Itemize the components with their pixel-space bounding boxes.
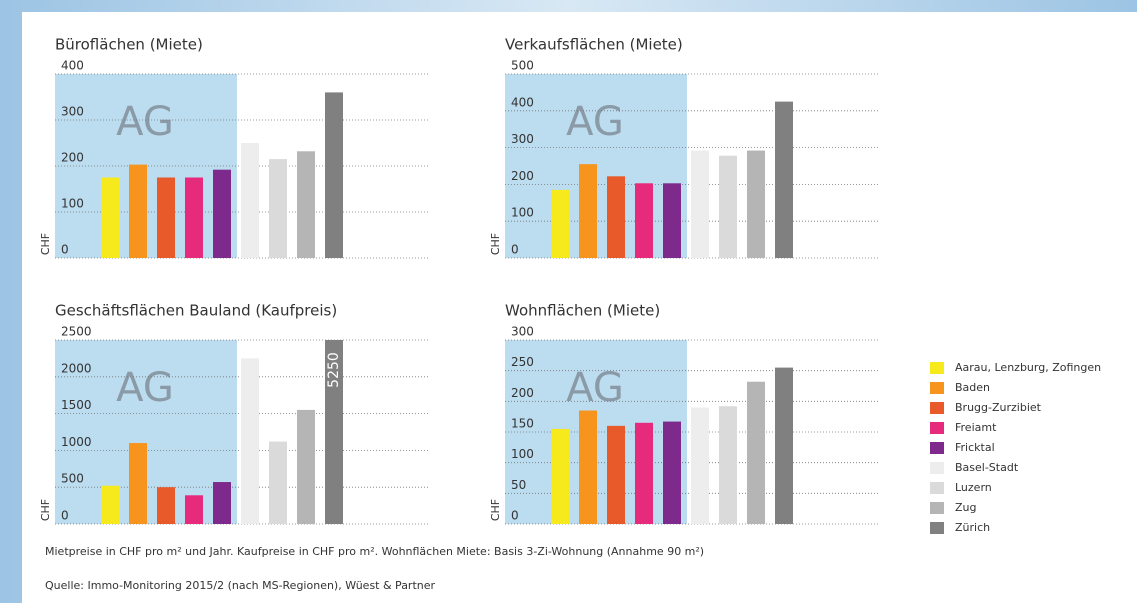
region-label: AG: [116, 365, 174, 411]
y-tick-label: 2500: [61, 325, 92, 339]
y-tick-label: 400: [61, 59, 84, 73]
bar: [719, 406, 737, 524]
bar: [241, 358, 259, 524]
legend-label: Baden: [955, 381, 990, 394]
bar: [579, 164, 597, 258]
bar: [129, 443, 147, 524]
bar: [213, 169, 231, 258]
y-tick-label: 250: [511, 355, 534, 369]
bar: [747, 150, 765, 258]
chart-title: Büroflächen (Miete): [55, 36, 203, 54]
y-tick-label: 100: [511, 206, 534, 220]
y-axis-label: CHF: [39, 499, 52, 521]
y-tick-label: 0: [61, 509, 69, 523]
legend-label: Fricktal: [955, 441, 995, 454]
y-tick-label: 100: [511, 447, 534, 461]
bar: [635, 183, 653, 258]
y-tick-label: 2000: [61, 361, 92, 375]
region-label: AG: [116, 99, 174, 145]
legend-label: Zug: [955, 501, 977, 514]
bar: [775, 101, 793, 258]
y-tick-label: 200: [511, 386, 534, 400]
legend-swatch: [930, 402, 944, 414]
chart-title: Geschäftsflächen Bauland (Kaufpreis): [55, 302, 337, 320]
source: Quelle: Immo-Monitoring 2015/2 (nach MS-…: [45, 579, 436, 592]
bar: [213, 482, 231, 524]
legend-label: Aarau, Lenzburg, Zofingen: [955, 361, 1101, 374]
legend-swatch: [930, 442, 944, 454]
region-label: AG: [566, 99, 624, 145]
bar: [185, 177, 203, 258]
bar: [269, 441, 287, 524]
bar: [663, 421, 681, 524]
footnote: Mietpreise in CHF pro m² und Jahr. Kaufp…: [45, 545, 704, 558]
legend-swatch: [930, 422, 944, 434]
y-tick-label: 150: [511, 417, 534, 431]
y-axis-label: CHF: [489, 233, 502, 255]
bar: [607, 176, 625, 258]
legend-swatch: [930, 502, 944, 514]
bar: [325, 92, 343, 258]
bar: [157, 177, 175, 258]
bar: [551, 428, 569, 524]
y-tick-label: 1500: [61, 398, 92, 412]
chart-title: Wohnflächen (Miete): [505, 302, 660, 320]
y-tick-label: 50: [511, 478, 526, 492]
bar: [691, 150, 709, 258]
y-tick-label: 0: [511, 243, 519, 257]
legend-label: Zürich: [955, 521, 990, 534]
legend-swatch: [930, 482, 944, 494]
y-tick-label: 500: [61, 472, 84, 486]
bar: [551, 189, 569, 258]
bar: [185, 495, 203, 524]
legend-swatch: [930, 382, 944, 394]
y-tick-label: 1000: [61, 435, 92, 449]
bar: [663, 183, 681, 258]
bar: [691, 407, 709, 524]
chart-title: Verkaufsflächen (Miete): [505, 36, 683, 54]
legend-swatch: [930, 362, 944, 374]
bar: [747, 381, 765, 524]
legend-swatch: [930, 522, 944, 534]
bar: [297, 409, 315, 524]
bar: [775, 367, 793, 524]
bar: [635, 422, 653, 524]
legend-label: Freiamt: [955, 421, 997, 434]
bar-value-label: 5250: [326, 352, 342, 388]
bar: [607, 425, 625, 524]
y-tick-label: 300: [511, 132, 534, 146]
y-tick-label: 300: [511, 325, 534, 339]
bar: [241, 143, 259, 258]
y-tick-label: 300: [61, 105, 84, 119]
legend-label: Luzern: [955, 481, 992, 494]
y-axis-label: CHF: [39, 233, 52, 255]
bar: [101, 177, 119, 258]
bar: [157, 487, 175, 524]
legend-label: Brugg-Zurzibiet: [955, 401, 1042, 414]
y-tick-label: 200: [61, 151, 84, 165]
y-tick-label: 0: [511, 509, 519, 523]
bar: [101, 485, 119, 524]
y-tick-label: 500: [511, 59, 534, 73]
region-label: AG: [566, 365, 624, 411]
bar: [269, 159, 287, 258]
legend-label: Basel-Stadt: [955, 461, 1019, 474]
y-tick-label: 400: [511, 95, 534, 109]
y-tick-label: 0: [61, 243, 69, 257]
bar: [719, 155, 737, 258]
bar: [129, 164, 147, 258]
legend-swatch: [930, 462, 944, 474]
y-tick-label: 100: [61, 197, 84, 211]
y-axis-label: CHF: [489, 499, 502, 521]
bar: [297, 151, 315, 258]
bar: [579, 410, 597, 524]
bar: [325, 340, 343, 524]
y-tick-label: 200: [511, 169, 534, 183]
